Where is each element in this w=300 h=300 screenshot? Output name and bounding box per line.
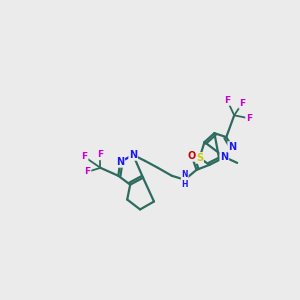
Text: F: F [239,99,245,108]
Text: F: F [246,114,252,123]
Text: O: O [188,151,196,161]
Text: N: N [129,150,137,160]
Text: N: N [116,157,124,167]
Text: N: N [228,142,236,152]
Text: N: N [220,152,228,162]
Text: F: F [85,167,91,176]
Text: F: F [98,151,103,160]
Text: N
H: N H [182,170,188,189]
Text: F: F [82,152,88,161]
Text: S: S [196,153,203,163]
Text: F: F [224,96,230,105]
